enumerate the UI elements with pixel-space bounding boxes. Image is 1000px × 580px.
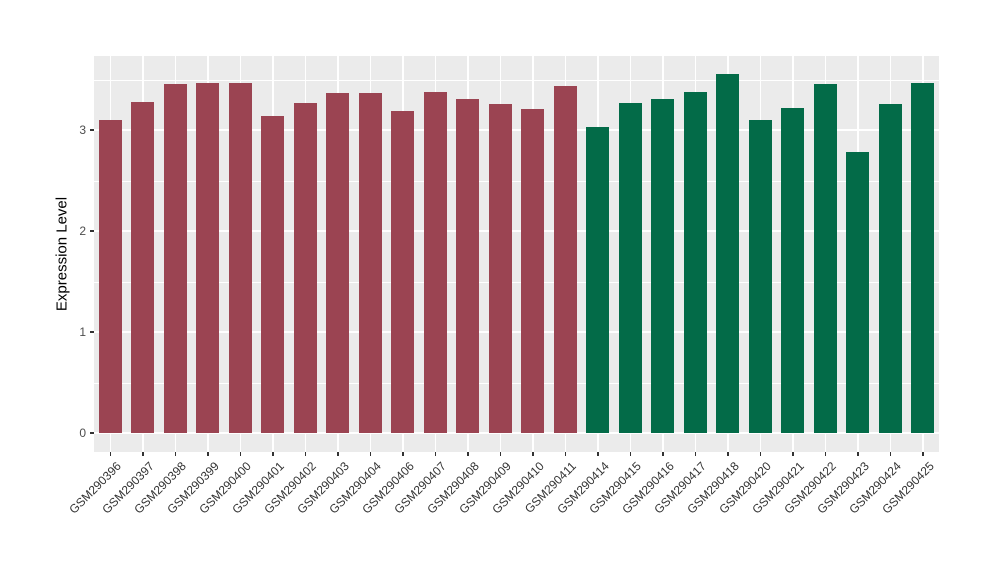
minor-gridline — [94, 79, 939, 81]
x-axis-tick — [142, 452, 144, 456]
major-gridline — [94, 230, 939, 232]
bar — [748, 119, 772, 433]
x-axis-tick — [662, 452, 664, 456]
bar — [586, 126, 610, 433]
x-axis-tick — [402, 452, 404, 456]
bar — [261, 115, 285, 433]
bar — [878, 103, 902, 433]
major-gridline — [94, 129, 939, 131]
y-tick-label: 3 — [79, 122, 86, 137]
bar — [358, 92, 382, 433]
x-axis-tick — [207, 452, 209, 456]
x-axis-tick — [922, 452, 924, 456]
x-axis-tick — [792, 452, 794, 456]
y-axis-tick — [90, 230, 94, 232]
x-axis-tick — [597, 452, 599, 456]
minor-gridline — [94, 382, 939, 384]
y-axis-tick — [90, 432, 94, 434]
x-axis-tick — [857, 452, 859, 456]
x-axis-tick — [174, 452, 176, 456]
bar — [488, 103, 512, 433]
x-axis-tick — [694, 452, 696, 456]
y-tick-label: 0 — [79, 425, 86, 440]
bar — [521, 108, 545, 433]
bar — [456, 98, 480, 433]
bar — [683, 91, 707, 433]
major-gridline — [94, 432, 939, 434]
bar — [423, 91, 447, 433]
y-tick-label: 2 — [79, 223, 86, 238]
y-axis-title: Expression Level — [53, 196, 71, 312]
x-axis-tick — [467, 452, 469, 456]
x-axis-tick — [434, 452, 436, 456]
x-axis-tick — [337, 452, 339, 456]
bar — [196, 82, 220, 433]
bar — [293, 102, 317, 433]
x-axis-tick — [824, 452, 826, 456]
y-axis-tick — [90, 129, 94, 131]
bar — [391, 110, 415, 433]
y-axis-tick — [90, 331, 94, 333]
bar — [813, 83, 837, 433]
x-axis-tick — [109, 452, 111, 456]
x-axis-tick — [272, 452, 274, 456]
bar — [846, 152, 870, 433]
minor-gridline — [94, 180, 939, 182]
bar — [228, 82, 252, 433]
x-axis-tick — [369, 452, 371, 456]
bar — [911, 82, 935, 433]
bar — [326, 92, 350, 433]
bar — [131, 101, 155, 433]
bar — [618, 102, 642, 433]
bar — [553, 85, 577, 433]
bar — [98, 119, 122, 433]
x-axis-tick — [727, 452, 729, 456]
minor-gridline — [94, 281, 939, 283]
bar — [716, 74, 740, 433]
x-axis-tick — [564, 452, 566, 456]
bar — [163, 83, 187, 433]
plot-panel — [94, 56, 939, 452]
x-axis-tick — [532, 452, 534, 456]
x-axis-tick — [239, 452, 241, 456]
bar — [781, 107, 805, 433]
x-axis-tick — [759, 452, 761, 456]
x-axis-tick — [629, 452, 631, 456]
major-gridline — [94, 331, 939, 333]
x-axis-tick — [304, 452, 306, 456]
y-tick-label: 1 — [79, 324, 86, 339]
x-axis-tick — [889, 452, 891, 456]
x-axis-tick — [499, 452, 501, 456]
bar — [651, 98, 675, 433]
